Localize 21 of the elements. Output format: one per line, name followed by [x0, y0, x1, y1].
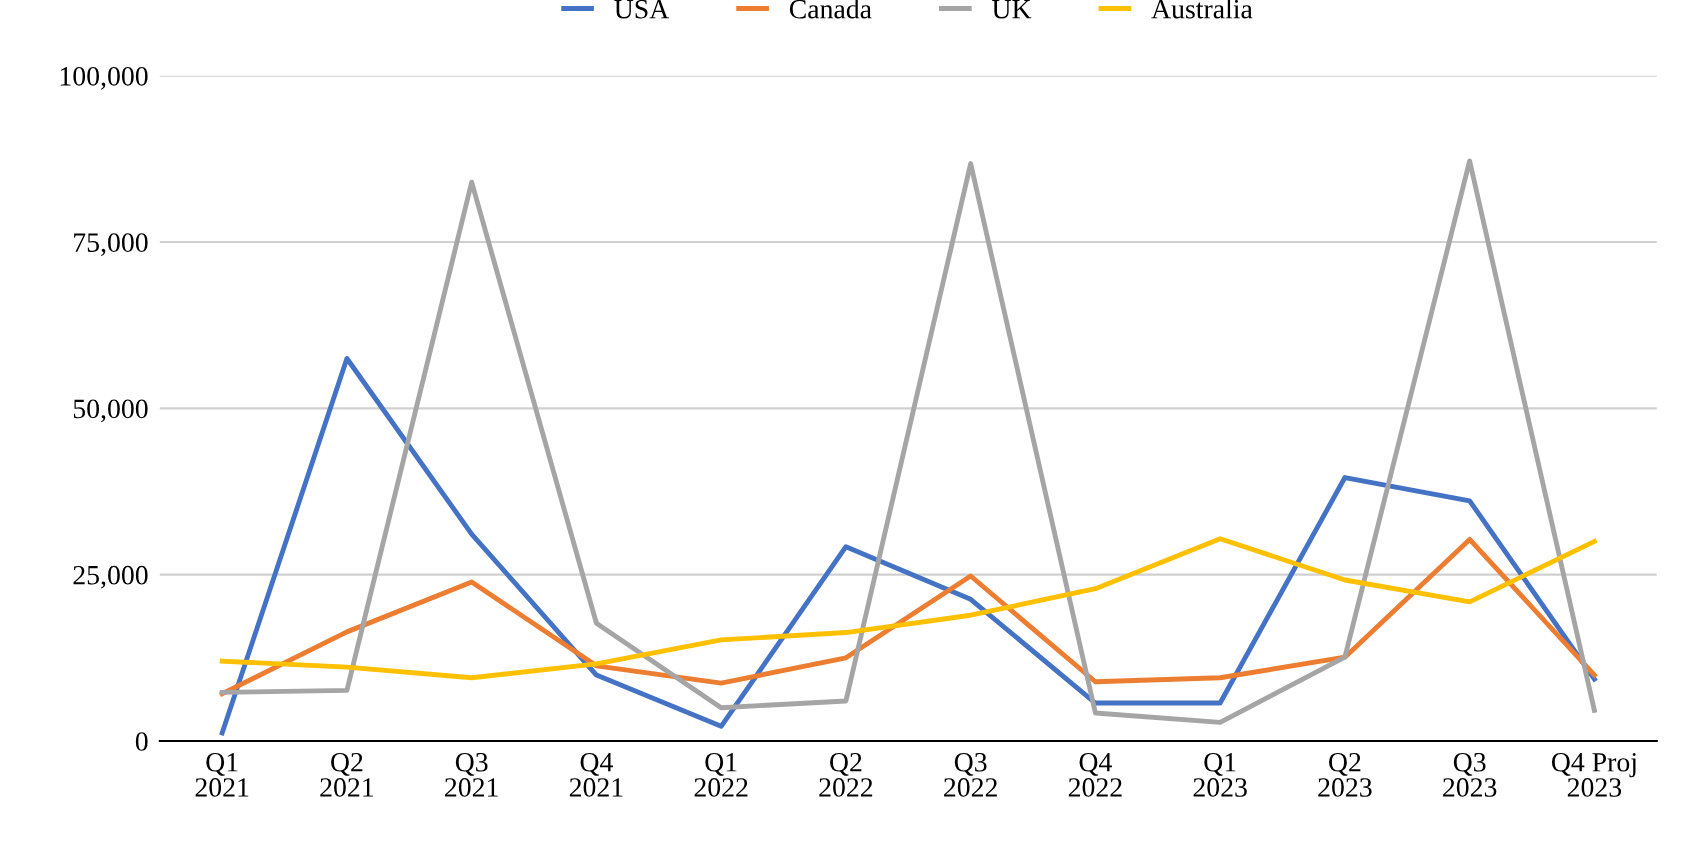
x-tick-label: Q1 2021: [195, 752, 249, 797]
y-tick-label: 25,000: [73, 565, 148, 589]
x-tick-label: Q3 2023: [1443, 752, 1497, 797]
x-tick-label: Q2 2023: [1318, 752, 1372, 797]
y-tick-label: 75,000: [74, 233, 148, 256]
x-tick-label: Q1 2022: [694, 752, 748, 797]
x-tick-label: Q4 2021: [569, 752, 623, 797]
line-series: [219, 356, 1597, 736]
x-tick-label: Q2 2021: [320, 752, 374, 797]
legend-label: USA: [614, 0, 670, 19]
y-tick-label: 50,000: [73, 399, 148, 423]
line-series: [219, 158, 1597, 725]
x-tick-label: Q4 Proj 2023: [1551, 752, 1636, 797]
x-tick-label: Q4 2022: [1068, 752, 1122, 797]
y-tick-label: 100,000: [60, 66, 148, 90]
x-tick-label: Q3 2022: [944, 752, 997, 797]
x-tick-label: Q2 2022: [819, 752, 873, 797]
x-tick-label: Q1 2023: [1193, 752, 1247, 797]
y-tick-label: 0: [135, 732, 148, 751]
x-tick-label: Q3 2021: [445, 752, 498, 797]
legend-label: UK: [992, 0, 1032, 19]
